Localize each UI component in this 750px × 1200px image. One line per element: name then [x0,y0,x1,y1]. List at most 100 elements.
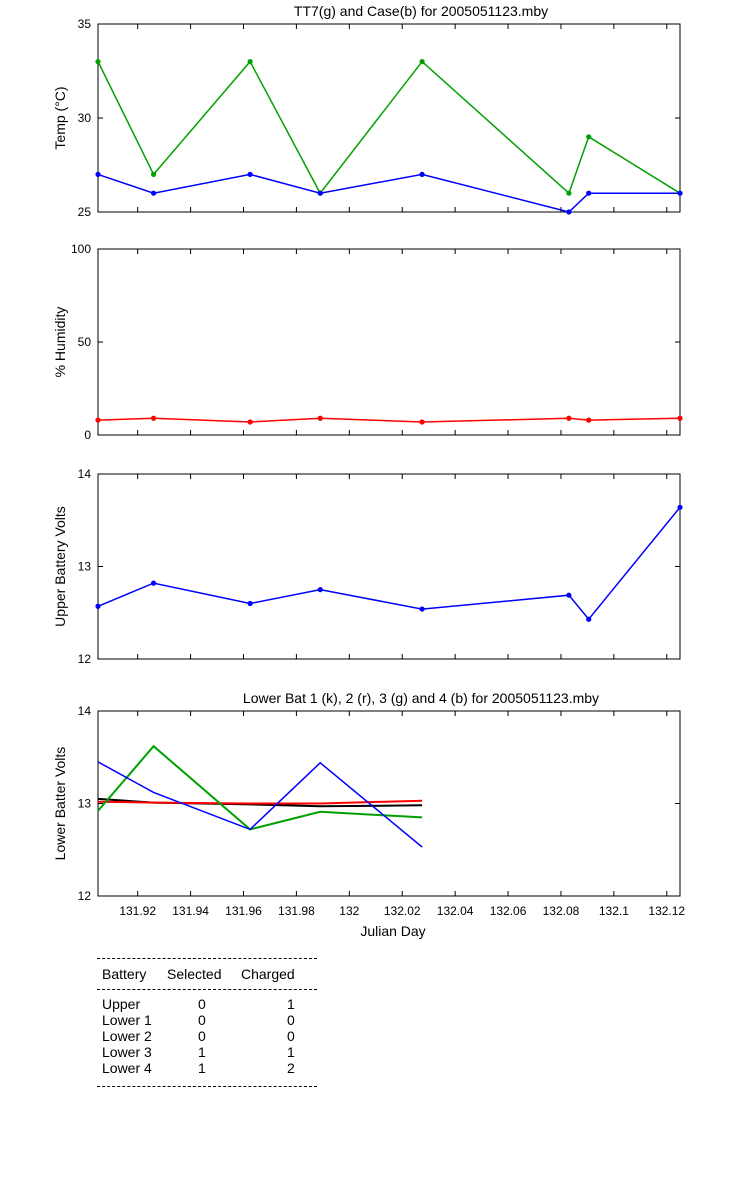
table-row: Lower 1 0 0 [97,1012,317,1028]
y-tick-label: 50 [78,335,92,349]
y-tick-label: 14 [78,704,92,718]
table-row: Lower 4 1 2 [97,1060,317,1076]
data-point [95,59,101,65]
chart-panel-2: 0 50 100 % Humidity [52,242,683,442]
data-point [95,417,101,423]
series-line [97,417,681,423]
data-point [566,415,572,421]
data-point [566,592,572,598]
cell-selected: 0 [198,996,206,1012]
data-point [677,415,683,421]
y-tick-label: 100 [71,242,91,256]
header-selected: Selected [167,966,222,982]
cell-selected: 0 [198,1028,206,1044]
cell-selected: 0 [198,1012,206,1028]
series-line [97,173,680,213]
table-row: Upper 0 1 [97,996,317,1012]
x-tick-label: 131.92 [119,904,156,918]
data-point [95,603,101,609]
header-battery: Battery [102,966,147,982]
cell-charged: 1 [287,996,295,1012]
series-line [97,506,681,621]
cell-battery: Upper [102,996,141,1012]
cell-battery: Lower 1 [102,1012,152,1028]
y-axis-label: Upper Battery Volts [52,506,68,627]
x-tick-label: 132.04 [437,904,474,918]
data-point [419,419,425,425]
plot-frame [97,473,681,660]
series-line [97,799,423,805]
header-charged: Charged [241,966,295,982]
y-tick-label: 25 [78,205,92,219]
chart-title: TT7(g) and Case(b) for 2005051123.mby [294,3,548,19]
cell-charged: 0 [287,1012,295,1028]
x-tick-label: 132.08 [543,904,580,918]
data-point [419,606,425,612]
data-point [247,171,253,177]
battery-table: Battery Selected Charged Upper 0 1 Lower… [97,958,317,1087]
x-axis-label: Julian Day [360,923,425,939]
table-top-rule [97,958,317,959]
y-axis-label: Lower Batter Volts [52,747,68,861]
table-bottom-rule [97,1086,317,1087]
chart-panel-1: 25 30 35 TT7(g) and Case(b) for 2005051123.… [52,3,683,219]
data-point [150,415,157,421]
y-tick-label: 12 [78,652,92,666]
data-point [150,190,157,196]
data-point [586,190,592,196]
data-point [419,59,425,65]
plot-frame [97,23,681,213]
data-point [150,580,157,586]
cell-selected: 1 [198,1060,206,1076]
x-tick-label: 132.06 [490,904,527,918]
cell-charged: 1 [287,1044,295,1060]
data-point [317,587,323,593]
y-tick-label: 13 [78,797,92,811]
table-header-rule [97,989,317,990]
cell-battery: Lower 2 [102,1028,152,1044]
data-point [586,616,592,622]
data-point [566,209,572,215]
data-point [247,59,253,65]
y-axis-label: % Humidity [52,307,68,378]
x-tick-label: 132.1 [599,904,629,918]
cell-charged: 0 [287,1028,295,1044]
y-tick-label: 12 [78,889,92,903]
cell-battery: Lower 3 [102,1044,152,1060]
chart-panel-3: 12 13 14 Upper Battery Volts [52,467,683,666]
cell-battery: Lower 4 [102,1060,152,1076]
x-tick-label: 131.98 [278,904,315,918]
data-point [677,504,683,510]
y-tick-label: 0 [84,428,91,442]
y-tick-label: 13 [78,560,92,574]
y-tick-label: 35 [78,17,92,31]
table-row: Lower 3 1 1 [97,1044,317,1060]
x-tick-label: 132 [339,904,359,918]
y-tick-label: 30 [78,111,92,125]
data-point [586,417,592,423]
cell-charged: 2 [287,1060,295,1076]
data-point [419,171,425,177]
chart-panel-4: 12 13 14 131.92 131.94 131.96 131.98 132 132.02 1… [52,690,685,939]
plot-frame [97,248,681,436]
x-tick-label: 132.12 [648,904,685,918]
cell-selected: 1 [198,1044,206,1060]
y-tick-label: 14 [78,467,92,481]
x-tick-label: 131.94 [172,904,209,918]
data-point [566,190,572,196]
chart-title: Lower Bat 1 (k), 2 (r), 3 (g) and 4 (b) … [243,690,599,706]
data-point [677,190,683,196]
data-point [95,171,101,177]
data-point [247,600,253,607]
table-header-row: Battery Selected Charged [97,959,317,989]
x-tick-label: 131.96 [225,904,262,918]
series-line [97,60,681,195]
x-tick-label: 132.02 [384,904,421,918]
figure: 25 30 35 TT7(g) and Case(b) for 2005051123.… [52,3,685,939]
table-row: Lower 2 0 0 [97,1028,317,1044]
data-point [150,171,157,177]
series-line [97,761,423,848]
data-point [317,190,323,196]
data-point [586,134,592,140]
data-point [317,415,323,421]
